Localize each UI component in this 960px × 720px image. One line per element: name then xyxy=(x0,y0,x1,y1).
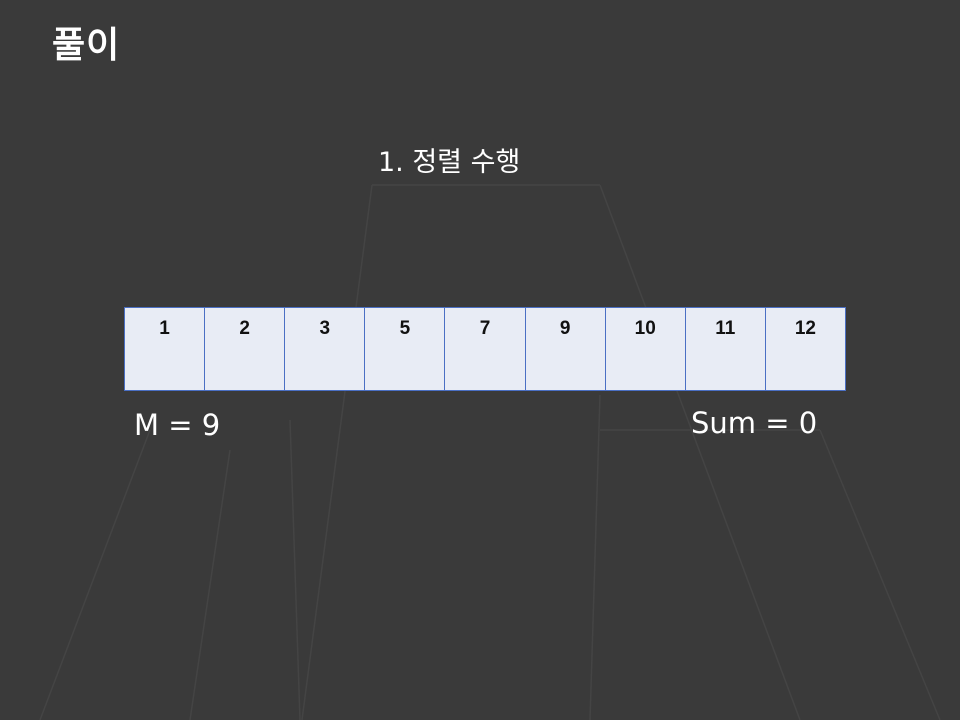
array-cell: 5 xyxy=(365,308,446,390)
array-cell: 3 xyxy=(285,308,366,390)
array-cell: 9 xyxy=(526,308,606,390)
step-heading: 1. 정렬 수행 xyxy=(378,147,521,178)
array-cell: 12 xyxy=(794,318,816,339)
array-cell: 10 xyxy=(606,308,686,390)
m-value-label: M = 9 xyxy=(134,408,221,442)
sum-value-label: Sum = 0 xyxy=(691,406,818,440)
array-cell: 7 xyxy=(445,308,526,390)
array-cell: 11 xyxy=(686,308,766,390)
array-cell: 1 xyxy=(125,308,206,390)
array-cell: 2 xyxy=(205,308,286,390)
slide-title: 풀이 xyxy=(52,25,121,66)
sorted-array: 1 2 3 5 7 9 10 11 12 xyxy=(124,307,846,391)
